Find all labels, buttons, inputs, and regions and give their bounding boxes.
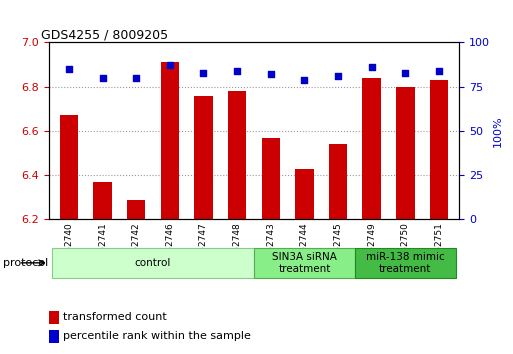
Bar — [49, 311, 59, 324]
Bar — [194, 96, 213, 219]
Bar — [355, 248, 456, 278]
Point — [166, 63, 174, 68]
Text: transformed count: transformed count — [63, 312, 167, 322]
Bar — [430, 80, 448, 219]
Text: protocol: protocol — [3, 258, 48, 268]
Point — [98, 75, 107, 81]
Bar — [60, 115, 78, 219]
Point — [368, 64, 376, 70]
Bar — [295, 169, 313, 219]
Bar — [49, 330, 59, 343]
Text: control: control — [135, 258, 171, 268]
Bar — [93, 182, 112, 219]
Bar — [52, 248, 254, 278]
Point — [267, 72, 275, 77]
Point — [300, 77, 308, 82]
Point — [233, 68, 241, 74]
Point — [200, 70, 208, 75]
Point — [401, 70, 409, 75]
Point — [435, 68, 443, 74]
Text: miR-138 mimic
treatment: miR-138 mimic treatment — [366, 252, 445, 274]
Point — [334, 73, 342, 79]
Point — [132, 75, 140, 81]
Text: SIN3A siRNA
treatment: SIN3A siRNA treatment — [272, 252, 337, 274]
Text: GDS4255 / 8009205: GDS4255 / 8009205 — [41, 28, 168, 41]
Bar — [161, 62, 179, 219]
Y-axis label: 100%: 100% — [492, 115, 503, 147]
Bar — [262, 138, 280, 219]
Bar — [396, 87, 415, 219]
Bar — [329, 144, 347, 219]
Bar — [127, 200, 146, 219]
Point — [65, 66, 73, 72]
Text: percentile rank within the sample: percentile rank within the sample — [63, 331, 251, 341]
Bar — [254, 248, 355, 278]
Bar — [228, 91, 246, 219]
Bar — [362, 78, 381, 219]
